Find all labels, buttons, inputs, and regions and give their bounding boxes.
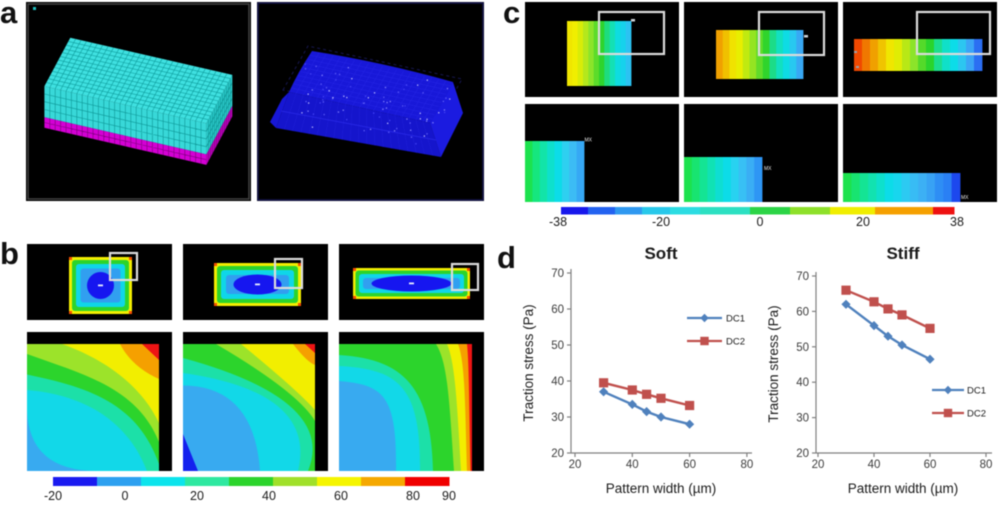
svg-text:-38: -38 <box>549 215 567 229</box>
svg-text:MX: MX <box>961 195 969 201</box>
svg-text:60: 60 <box>551 304 564 316</box>
svg-text:40: 40 <box>551 376 564 388</box>
svg-text:50: 50 <box>551 340 564 352</box>
svg-text:70: 70 <box>796 271 809 283</box>
svg-text:40: 40 <box>262 489 276 503</box>
svg-text:-20: -20 <box>652 215 670 229</box>
svg-text:20: 20 <box>856 215 870 229</box>
svg-text:Pattern width (µm): Pattern width (µm) <box>606 481 717 496</box>
svg-text:80: 80 <box>741 459 754 471</box>
svg-text:40: 40 <box>626 459 639 471</box>
svg-text:DC2: DC2 <box>967 409 986 420</box>
svg-text:38: 38 <box>950 215 964 229</box>
svg-text:d: d <box>497 240 516 275</box>
svg-text:20: 20 <box>796 448 809 460</box>
svg-text:Stiff: Stiff <box>886 244 919 263</box>
svg-text:DC1: DC1 <box>967 386 986 397</box>
svg-text:80: 80 <box>406 489 420 503</box>
svg-text:20: 20 <box>812 459 825 471</box>
svg-text:30: 30 <box>796 413 809 425</box>
svg-text:b: b <box>0 236 19 271</box>
svg-text:c: c <box>503 0 520 30</box>
svg-text:80: 80 <box>980 459 993 471</box>
svg-text:40: 40 <box>796 377 809 389</box>
svg-text:60: 60 <box>334 489 348 503</box>
svg-text:0: 0 <box>122 489 129 503</box>
svg-text:20: 20 <box>190 489 204 503</box>
svg-text:MX: MX <box>764 166 772 172</box>
svg-text:Traction stress (Pa): Traction stress (Pa) <box>766 305 781 422</box>
svg-text:-20: -20 <box>44 489 62 503</box>
svg-text:60: 60 <box>796 306 809 318</box>
svg-text:90: 90 <box>442 489 456 503</box>
svg-text:30: 30 <box>551 412 564 424</box>
svg-text:Soft: Soft <box>644 244 677 263</box>
svg-text:Traction stress (Pa): Traction stress (Pa) <box>521 304 536 421</box>
svg-text:0: 0 <box>757 215 764 229</box>
svg-text:DC2: DC2 <box>726 337 745 348</box>
svg-text:40: 40 <box>868 459 881 471</box>
svg-text:60: 60 <box>924 459 937 471</box>
svg-text:60: 60 <box>683 459 696 471</box>
svg-text:DC1: DC1 <box>726 314 745 325</box>
svg-text:MX: MX <box>585 138 593 144</box>
svg-text:a: a <box>0 0 18 30</box>
svg-text:70: 70 <box>551 268 564 280</box>
svg-text:Pattern width (µm): Pattern width (µm) <box>848 481 959 496</box>
svg-text:20: 20 <box>551 448 564 460</box>
svg-text:20: 20 <box>569 459 582 471</box>
svg-text:50: 50 <box>796 342 809 354</box>
